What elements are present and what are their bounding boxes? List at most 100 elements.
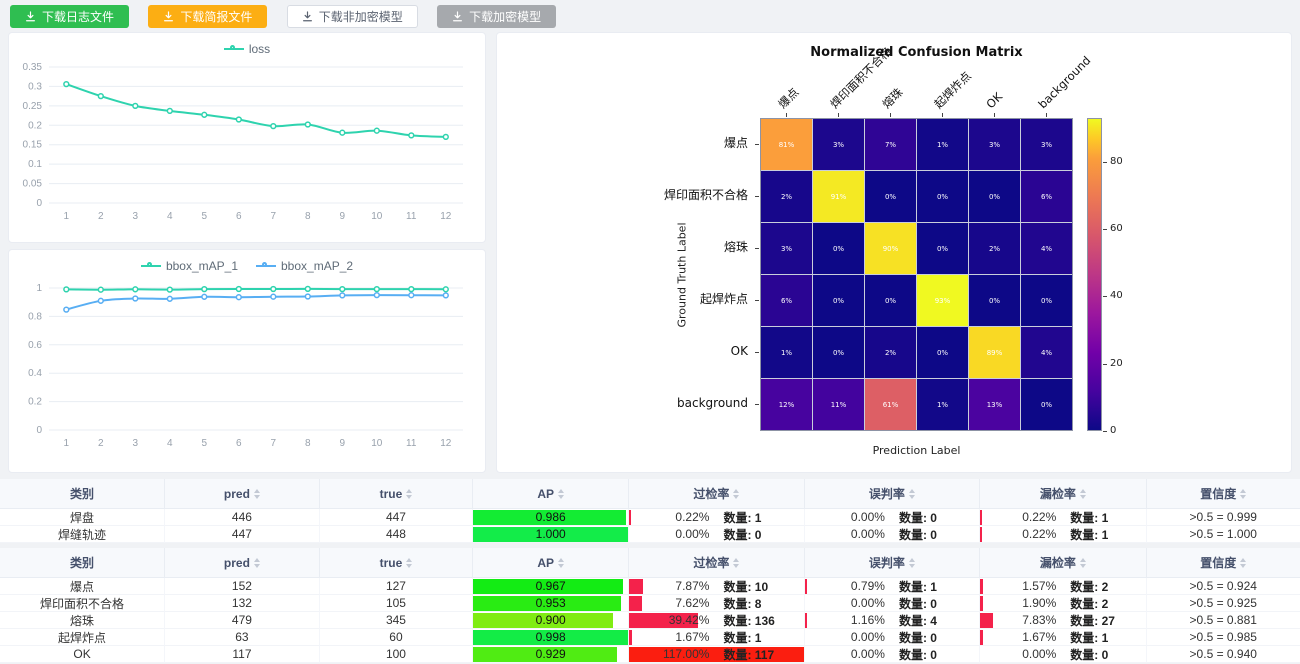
sort-icon: [253, 488, 260, 499]
sort-caret-up-icon: [558, 488, 564, 493]
column-header-AP[interactable]: AP: [473, 548, 630, 578]
legend-item-loss[interactable]: loss: [223, 42, 270, 56]
svg-text:0.8: 0.8: [28, 311, 42, 322]
svg-text:0.4: 0.4: [28, 368, 42, 379]
misjudge-rate-cell: 0.79% 数量: 1: [804, 578, 981, 595]
download-plain-model-button[interactable]: 下载非加密模型: [286, 5, 418, 28]
confusion-matrix-cell: 3%: [969, 119, 1020, 170]
pred-cell: 446: [165, 509, 320, 526]
sort-caret-up-icon: [733, 488, 740, 493]
axis-tick: [755, 351, 759, 353]
misjudge-rate-cell: 0.00% 数量: 0: [804, 509, 981, 526]
svg-text:4: 4: [167, 211, 173, 222]
column-header-true[interactable]: true: [319, 479, 474, 509]
column-header-AP[interactable]: AP: [473, 479, 630, 509]
download-brief-button[interactable]: 下载简报文件: [148, 5, 268, 28]
column-header-置信度[interactable]: 置信度: [1146, 548, 1300, 578]
download-log-label: 下载日志文件: [42, 9, 115, 24]
sort-caret-down-icon: [733, 494, 740, 499]
axis-tick: [1045, 113, 1047, 117]
ap-cell: 0.929: [473, 646, 630, 663]
ap-bar: [473, 629, 628, 645]
legend-item-bbox_mAP_2[interactable]: bbox_mAP_2: [256, 259, 353, 273]
miss-rate-cell: 1.67% 数量: 1: [980, 629, 1147, 646]
download-toolbar: 下载日志文件 下载简报文件 下载非加密模型 下载加密模型: [0, 0, 1300, 32]
ap-bar: [473, 526, 629, 542]
sort-caret-up-icon: [253, 488, 260, 493]
table-row: 起焊炸点 63 60 0.998 1.67% 数量: 1 0.00% 数量: 0 1.67% 数量…: [0, 629, 1300, 646]
loss-chart-card: loss 0 0.05 0.1 0.15 0.2 0.25 0.3 0.35 1 2 3 4 5 6 7 8 9…: [8, 32, 486, 243]
confusion-matrix-cell: 0%: [813, 275, 864, 326]
confusion-matrix-cell: 2%: [969, 223, 1020, 274]
svg-text:0.25: 0.25: [23, 101, 43, 112]
svg-text:0.3: 0.3: [28, 81, 42, 92]
sort-icon: [406, 557, 413, 568]
over-detect-rate-cell: 7.62% 数量: 8: [629, 595, 805, 612]
column-header-true[interactable]: true: [319, 548, 474, 578]
legend-circle-icon: [229, 44, 235, 50]
svg-text:12: 12: [440, 438, 452, 449]
sort-caret-down-icon: [1079, 494, 1086, 499]
confusion-matrix-cell: 0%: [969, 275, 1020, 326]
rate-bar: [804, 578, 807, 594]
axis-tick: [941, 113, 943, 117]
category-cell: OK: [0, 646, 166, 663]
download-encrypted-model-button[interactable]: 下载加密模型: [437, 5, 557, 28]
confusion-matrix-cell: 61%: [865, 379, 916, 430]
ap-bar: [473, 646, 618, 662]
rate-bar: [980, 595, 984, 611]
confusion-matrix-cell: 6%: [761, 275, 812, 326]
column-header-漏检率[interactable]: 漏检率: [980, 548, 1147, 578]
sort-caret-up-icon: [1079, 488, 1086, 493]
confusion-matrix-cell: 0%: [813, 223, 864, 274]
column-header-误判率[interactable]: 误判率: [804, 479, 981, 509]
column-header-漏检率[interactable]: 漏检率: [980, 479, 1147, 509]
confusion-matrix-cell: 6%: [1021, 171, 1072, 222]
confusion-matrix-row-label: 焊印面积不合格: [663, 188, 748, 202]
confusion-matrix-cell: 1%: [761, 327, 812, 378]
svg-text:0.05: 0.05: [23, 179, 43, 190]
category-cell: 熔珠: [0, 612, 166, 629]
svg-text:7: 7: [270, 438, 276, 449]
legend-item-bbox_mAP_1[interactable]: bbox_mAP_1: [140, 259, 238, 273]
legend-marker-icon: [140, 261, 161, 267]
sort-icon: [1240, 557, 1247, 568]
confidence-cell: >0.5 = 0.985: [1146, 629, 1300, 646]
download-encrypted-model-label: 下载加密模型: [469, 9, 542, 24]
column-header-误判率[interactable]: 误判率: [804, 548, 981, 578]
sort-caret-up-icon: [1240, 488, 1247, 493]
svg-text:0.1: 0.1: [28, 159, 42, 170]
table-row: 焊印面积不合格 132 105 0.953 7.62% 数量: 8 0.00% 数量: 0 1.…: [0, 595, 1300, 612]
rate-bar: [980, 612, 994, 628]
column-header-pred[interactable]: pred: [165, 548, 320, 578]
rate-bar: [629, 629, 633, 645]
rate-bar: [980, 578, 983, 594]
pred-cell: 63: [165, 629, 320, 646]
column-header-过检率[interactable]: 过检率: [629, 479, 805, 509]
column-header-过检率[interactable]: 过检率: [629, 548, 805, 578]
colorbar-tick-label: 60: [1110, 223, 1123, 234]
coarse-metrics-table: 类别 pred true AP 过检率 误判率 漏检率 置信度 焊盘 446 447 0.986 0.2…: [0, 479, 1300, 543]
misjudge-rate-cell: 1.16% 数量: 4: [804, 612, 981, 629]
rate-bar: [804, 612, 807, 628]
confusion-matrix-grid: 81% 3% 7% 1% 3% 3% 2% 91% 0% 0% 0% 6% 3% 0% 90% 0% 2% 4% 6…: [760, 118, 1073, 431]
download-icon: [25, 11, 36, 22]
confusion-matrix-cell: 1%: [917, 119, 968, 170]
confusion-matrix-cell: 0%: [917, 171, 968, 222]
category-cell: 爆点: [0, 578, 166, 595]
column-header-置信度[interactable]: 置信度: [1146, 479, 1300, 509]
confusion-matrix-column-label: 起焊炸点: [930, 68, 974, 112]
legend-label: bbox_mAP_1: [165, 259, 238, 273]
category-cell: 起焊炸点: [0, 629, 166, 646]
sort-caret-up-icon: [558, 557, 564, 562]
svg-text:5: 5: [201, 438, 207, 449]
confusion-matrix-cell: 0%: [1021, 379, 1072, 430]
confusion-matrix-row-label: 爆点: [723, 136, 748, 150]
confusion-matrix-row-label: background: [677, 396, 748, 410]
svg-text:2: 2: [98, 438, 104, 449]
download-log-button[interactable]: 下载日志文件: [10, 5, 130, 28]
column-header-pred[interactable]: pred: [165, 479, 320, 509]
svg-text:6: 6: [236, 438, 242, 449]
download-icon: [163, 11, 174, 22]
